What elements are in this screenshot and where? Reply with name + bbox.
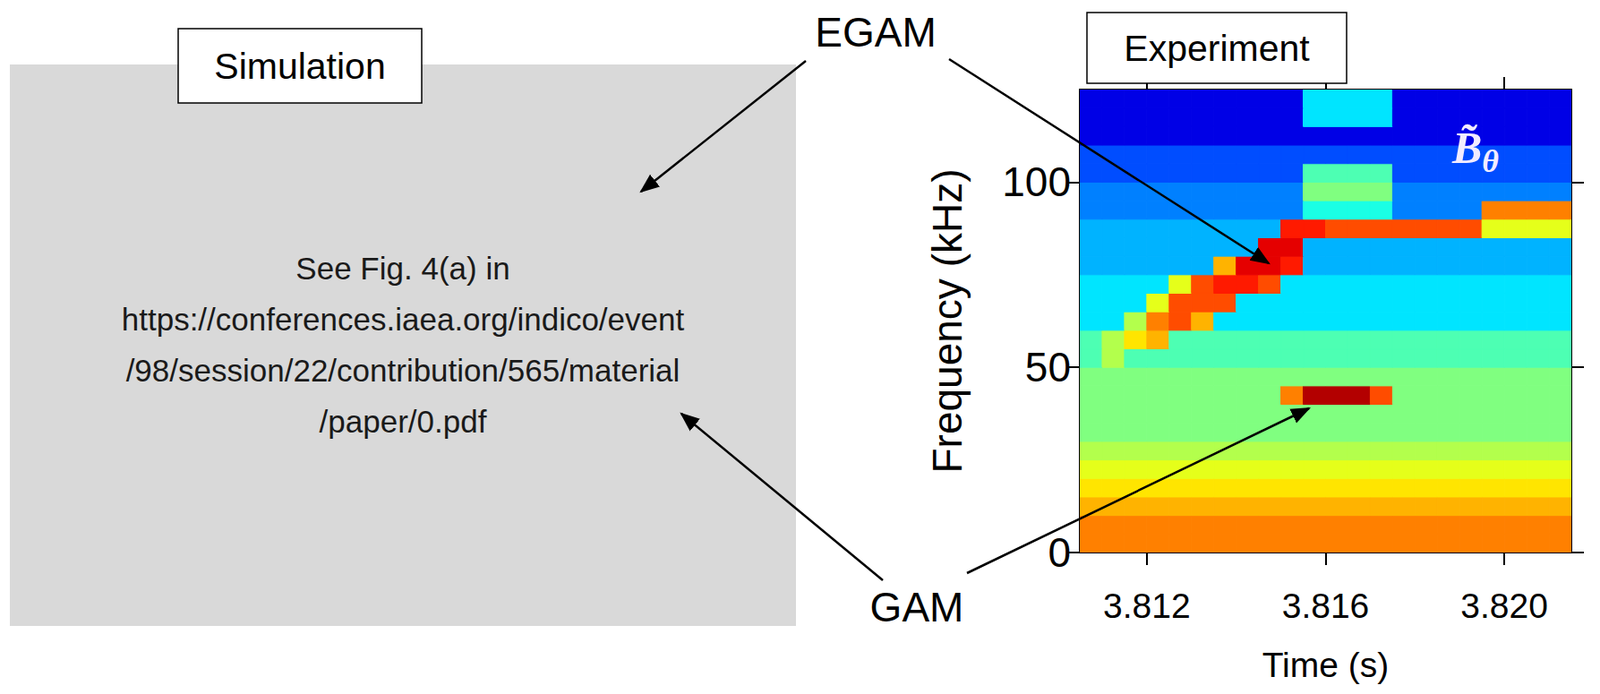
svg-text:Experiment: Experiment <box>1123 27 1310 69</box>
svg-text:/paper/0.pdf: /paper/0.pdf <box>319 403 488 439</box>
svg-text:B̃θ: B̃θ <box>1451 122 1499 180</box>
svg-text:50: 50 <box>1025 343 1071 391</box>
svg-text:EGAM: EGAM <box>814 8 936 56</box>
svg-text:See Fig. 4(a) in: See Fig. 4(a) in <box>295 250 510 286</box>
svg-text:3.820: 3.820 <box>1460 586 1549 625</box>
svg-text:https://conferences.iaea.org/i: https://conferences.iaea.org/indico/even… <box>121 301 685 337</box>
svg-text:/98/session/22/contribution/56: /98/session/22/contribution/565/material <box>126 352 681 388</box>
svg-text:3.812: 3.812 <box>1103 586 1191 625</box>
svg-text:100: 100 <box>1001 158 1071 206</box>
svg-text:Frequency (kHz): Frequency (kHz) <box>924 169 971 474</box>
svg-text:3.816: 3.816 <box>1282 586 1370 625</box>
svg-text:0: 0 <box>1047 529 1071 576</box>
svg-text:GAM: GAM <box>870 583 965 631</box>
svg-text:Simulation: Simulation <box>213 45 386 87</box>
svg-text:Time (s): Time (s) <box>1262 645 1390 685</box>
